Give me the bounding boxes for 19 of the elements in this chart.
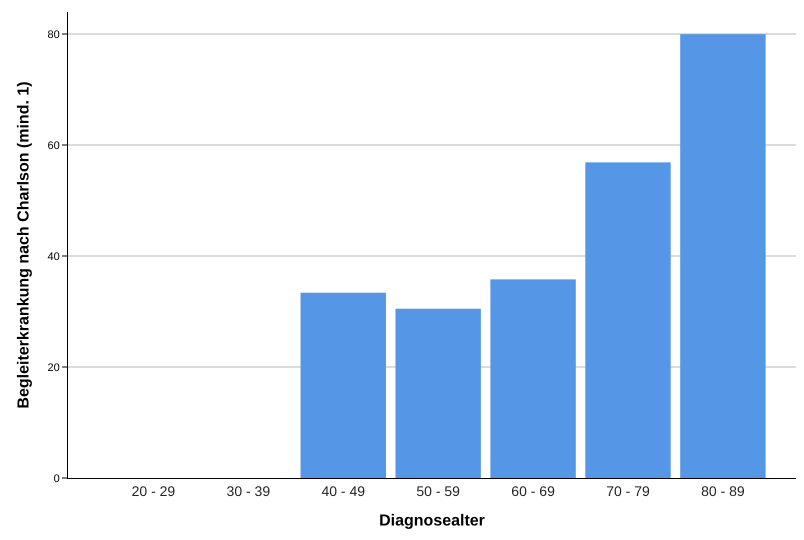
y-tick-label: 60 [48, 140, 60, 152]
y-tick-label: 0 [54, 472, 60, 485]
x-tick-label: 60 - 69 [511, 482, 556, 499]
x-axis-title: Diagnosealter [379, 512, 485, 530]
bar [300, 292, 386, 478]
bar [585, 162, 671, 478]
x-tick-label: 80 - 89 [701, 482, 745, 499]
x-tick-label: 30 - 39 [226, 482, 270, 499]
y-tick-label: 20 [48, 362, 60, 374]
x-tick-label: 70 - 79 [606, 482, 650, 499]
y-axis-title: Begleiterkrankung nach Charlson (mind. 1) [15, 81, 32, 409]
bar [490, 279, 576, 478]
y-tick-label: 40 [48, 250, 60, 263]
y-tick-label: 80 [48, 29, 60, 42]
bar [680, 34, 766, 478]
bar [395, 308, 481, 478]
x-tick-label: 40 - 49 [321, 482, 366, 499]
x-tick-label: 50 - 59 [416, 482, 460, 499]
x-tick-label: 20 - 29 [132, 482, 176, 499]
